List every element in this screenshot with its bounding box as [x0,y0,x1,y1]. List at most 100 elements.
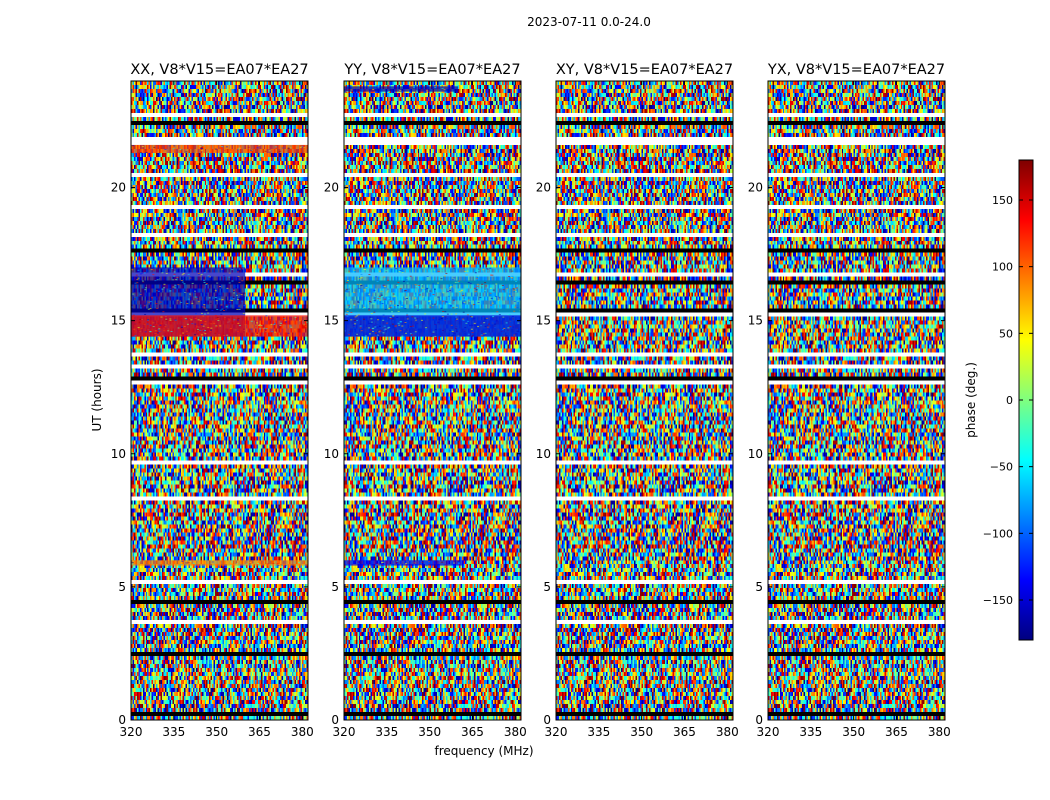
phase-speckle [180,564,183,566]
phase-speckle [398,271,401,273]
phase-speckle [397,281,400,283]
phase-speckle [392,296,395,298]
phase-speckle [458,291,461,293]
phase-speckle [184,268,187,270]
phase-speckle [203,313,206,315]
heatmap-cells [556,81,733,720]
phase-speckle [177,327,180,329]
phase-speckle [155,298,158,300]
phase-speckle [174,319,177,321]
phase-speckle [233,319,236,321]
panel-title: XX, V8*V15=EA07*EA27 [130,62,308,78]
phase-speckle [184,291,187,293]
phase-speckle [377,319,380,321]
phase-speckle [284,320,287,322]
phase-speckle [453,267,456,269]
phase-speckle [487,323,490,325]
phase-speckle [432,317,435,319]
phase-speckle [358,278,361,280]
phase-speckle [250,328,253,330]
phase-speckle [376,564,379,566]
phase-speckle [384,287,387,289]
phase-speckle [361,336,364,338]
phase-speckle [346,280,349,282]
phase-speckle [158,328,161,330]
x-tick-label: 350 [205,725,228,739]
phase-speckle [371,268,374,270]
phase-speckle [189,277,192,279]
phase-speckle [376,281,379,283]
x-tick-label: 320 [333,725,356,739]
phase-speckle [168,145,171,147]
phase-speckle [513,289,516,291]
heatmap-image [131,81,308,720]
phase-speckle [507,314,510,316]
phase-speckle [462,268,465,270]
phase-speckle [348,333,351,335]
y-tick-label: 20 [748,181,763,195]
phase-region [344,86,459,92]
phase-speckle [401,335,404,337]
phase-speckle [410,306,413,308]
phase-speckle [418,294,421,296]
phase-speckle [268,319,271,321]
phase-speckle [163,283,166,285]
phase-speckle [154,330,157,332]
y-tick-label: 10 [324,447,339,461]
phase-speckle [434,335,437,337]
phase-speckle [359,327,362,329]
phase-speckle [283,563,286,565]
phase-speckle [350,311,353,313]
phase-speckle [439,335,442,337]
phase-speckle [220,313,223,315]
phase-speckle [139,293,142,295]
phase-speckle [237,317,240,319]
phase-speckle [505,322,508,324]
phase-speckle [484,318,487,320]
phase-speckle [237,322,240,324]
phase-speckle [161,288,164,290]
phase-speckle [173,275,176,277]
phase-speckle [370,321,373,323]
phase-speckle [489,267,492,269]
phase-speckle [199,275,202,277]
phase-speckle [235,285,238,287]
phase-speckle [158,330,161,332]
phase-speckle [270,148,273,150]
phase-speckle [433,285,436,287]
phase-speckle [185,562,188,564]
colorbar-label: phase (deg.) [964,362,978,438]
phase-speckle [138,321,141,323]
phase-speckle [409,333,412,335]
y-tick-label: 0 [331,713,339,727]
heatmap-image [344,81,521,720]
phase-speckle [515,290,518,292]
phase-speckle [159,324,162,326]
phase-speckle [433,269,436,271]
phase-speckle [378,325,381,327]
figure-suptitle: 2023-07-11 0.0-24.0 [527,15,651,29]
colorbar: −150 −100 −50 0 50 100 150 [983,159,1034,641]
phase-speckle [370,301,373,303]
phase-speckle [519,329,521,331]
phase-speckle [240,294,243,296]
phase-speckle [426,90,429,92]
phase-speckle [282,324,285,326]
phase-speckle [399,89,402,91]
phase-speckle [381,564,384,566]
phase-speckle [416,309,419,311]
phase-speckle [513,334,516,336]
phase-speckle [444,311,447,313]
phase-speckle [152,326,155,328]
phase-speckle [485,317,488,319]
phase-speckle [474,294,477,296]
phase-speckle [422,296,425,298]
phase-speckle [502,316,505,318]
phase-speckle [380,294,383,296]
phase-speckle [200,312,203,314]
x-tick-label: 350 [842,725,865,739]
phase-speckle [281,564,284,566]
phase-speckle [370,318,373,320]
phase-speckle [143,323,146,325]
phase-speckle [493,326,496,328]
